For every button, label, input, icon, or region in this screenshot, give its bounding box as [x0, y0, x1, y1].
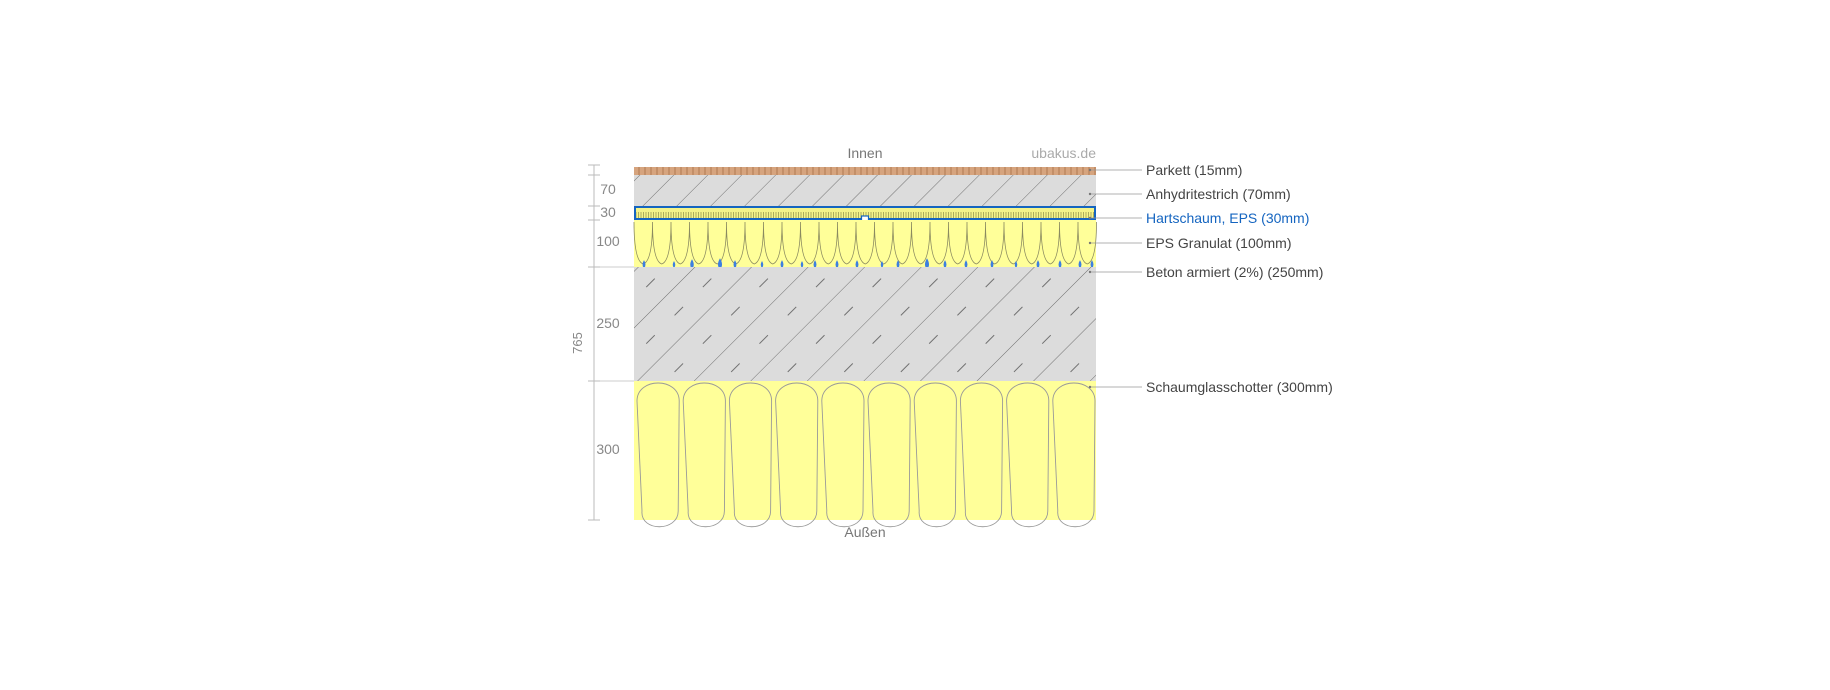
water-drop: [925, 258, 929, 270]
layer-fill: [634, 381, 1096, 520]
leader-dot: [1088, 385, 1092, 389]
layer-parkett[interactable]: [634, 167, 1096, 175]
water-drop: [760, 261, 764, 268]
water-drop: [1014, 261, 1018, 268]
dimension-label: 70: [600, 181, 616, 197]
leader-dot: [1088, 192, 1092, 196]
layer-stack: [633, 167, 1097, 528]
layer-fill: [634, 175, 1096, 206]
layer-name-parkett[interactable]: Parkett (15mm): [1146, 162, 1242, 178]
dimension-scale: 70 30 100 250 300: [588, 164, 634, 521]
layer-fill: [634, 267, 1096, 381]
water-drop: [800, 261, 804, 268]
layer-schaumglas[interactable]: [634, 381, 1096, 528]
layer-fill: [634, 206, 1096, 220]
water-drop: [964, 260, 968, 269]
water-drop: [1090, 260, 1094, 269]
water-drop: [733, 260, 737, 269]
water-drop: [835, 260, 839, 269]
layer-fill: [634, 167, 1096, 175]
dimension-label: 300: [596, 441, 620, 457]
water-drop: [672, 261, 676, 268]
inside-label: Innen: [847, 145, 882, 161]
layer-beton[interactable]: [634, 267, 1096, 381]
layer-name-anhydrit[interactable]: Anhydritestrich (70mm): [1146, 186, 1291, 202]
outside-label: Außen: [844, 524, 885, 540]
leader-dot: [1088, 216, 1092, 220]
water-drop: [718, 258, 722, 270]
leader-dot: [1088, 241, 1092, 245]
leader-dot: [1088, 270, 1092, 274]
gravel-outline: [636, 382, 1096, 528]
water-drop: [690, 259, 694, 269]
water-drop: [880, 261, 884, 268]
layer-anhydrit[interactable]: [634, 175, 1096, 206]
water-drop: [896, 260, 900, 269]
water-drop: [1078, 260, 1082, 269]
water-drop: [943, 260, 947, 269]
dimension-label: 30: [600, 204, 616, 220]
layer-name-eps-granulat[interactable]: EPS Granulat (100mm): [1146, 235, 1292, 251]
water-drop: [855, 260, 859, 269]
leader-dot: [1088, 168, 1092, 172]
water-drop: [780, 260, 784, 269]
water-drop: [813, 260, 817, 269]
layer-eps-granulat[interactable]: [633, 220, 1097, 270]
moisture-drops: [642, 258, 1094, 270]
dimension-label: 250: [596, 315, 620, 331]
layer-name-schaumglas[interactable]: Schaumglasschotter (300mm): [1146, 379, 1333, 395]
layer-labels: Parkett (15mm) Anhydritestrich (70mm) Hart…: [1088, 162, 1333, 395]
dimension-label: 100: [596, 233, 620, 249]
water-drop: [1036, 260, 1040, 269]
water-drop: [990, 260, 994, 269]
total-thickness-label: 765: [570, 332, 585, 354]
water-drop: [1058, 260, 1062, 269]
layer-hartschaum[interactable]: [634, 206, 1096, 224]
water-drop: [642, 260, 646, 269]
layer-name-hartschaum[interactable]: Hartschaum, EPS (30mm): [1146, 210, 1309, 226]
layer-fill: [634, 220, 1096, 267]
brand-watermark: ubakus.de: [1031, 145, 1096, 161]
layer-name-beton[interactable]: Beton armiert (2%) (250mm): [1146, 264, 1323, 280]
